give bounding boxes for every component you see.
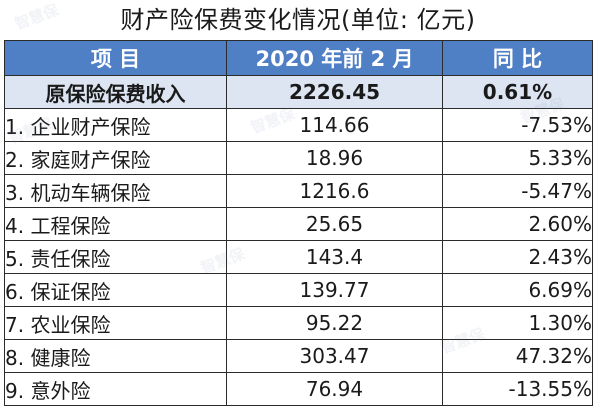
- header-value: 2020 年前 2 月: [226, 40, 443, 76]
- row-yoy: 2.60%: [442, 207, 593, 241]
- row-yoy: 6.69%: [442, 273, 593, 307]
- row-item: 9. 意外险: [4, 372, 227, 406]
- table-row: 3. 机动车辆保险 1216.6 -5.47%: [4, 174, 593, 208]
- table-row: 7. 农业保险 95.22 1.30%: [4, 306, 593, 340]
- row-item: 8. 健康险: [4, 339, 227, 373]
- row-value: 114.66: [226, 108, 443, 142]
- table-row: 4. 工程保险 25.65 2.60%: [4, 207, 593, 241]
- premium-table: 项 目 2020 年前 2 月 同 比 原保险保费收入 2226.45 0.61…: [4, 40, 593, 406]
- total-yoy: 0.61%: [442, 75, 593, 109]
- row-value: 139.77: [226, 273, 443, 307]
- row-yoy: 1.30%: [442, 306, 593, 340]
- row-value: 1216.6: [226, 174, 443, 208]
- row-item: 1. 企业财产保险: [4, 108, 227, 142]
- table-row: 9. 意外险 76.94 -13.55%: [4, 372, 593, 406]
- row-item: 3. 机动车辆保险: [4, 174, 227, 208]
- row-value: 76.94: [226, 372, 443, 406]
- row-item: 4. 工程保险: [4, 207, 227, 241]
- row-value: 25.65: [226, 207, 443, 241]
- total-value: 2226.45: [226, 75, 443, 109]
- header-item: 项 目: [4, 40, 227, 76]
- row-value: 143.4: [226, 240, 443, 274]
- table-row: 8. 健康险 303.47 47.32%: [4, 339, 593, 373]
- table-row: 5. 责任保险 143.4 2.43%: [4, 240, 593, 274]
- row-yoy: -7.53%: [442, 108, 593, 142]
- row-yoy: 2.43%: [442, 240, 593, 274]
- table-row: 6. 保证保险 139.77 6.69%: [4, 273, 593, 307]
- row-item: 2. 家庭财产保险: [4, 141, 227, 175]
- row-item: 7. 农业保险: [4, 306, 227, 340]
- table-header-row: 项 目 2020 年前 2 月 同 比: [4, 40, 593, 76]
- total-item: 原保险保费收入: [4, 75, 227, 109]
- row-value: 18.96: [226, 141, 443, 175]
- row-item: 6. 保证保险: [4, 273, 227, 307]
- row-yoy: 5.33%: [442, 141, 593, 175]
- row-yoy: -13.55%: [442, 372, 593, 406]
- page-title: 财产险保费变化情况(单位: 亿元): [120, 6, 476, 34]
- table-row: 1. 企业财产保险 114.66 -7.53%: [4, 108, 593, 142]
- row-value: 303.47: [226, 339, 443, 373]
- total-row: 原保险保费收入 2226.45 0.61%: [4, 75, 593, 109]
- row-value: 95.22: [226, 306, 443, 340]
- row-yoy: -5.47%: [442, 174, 593, 208]
- row-yoy: 47.32%: [442, 339, 593, 373]
- table-row: 2. 家庭财产保险 18.96 5.33%: [4, 141, 593, 175]
- row-item: 5. 责任保险: [4, 240, 227, 274]
- header-yoy: 同 比: [442, 40, 593, 76]
